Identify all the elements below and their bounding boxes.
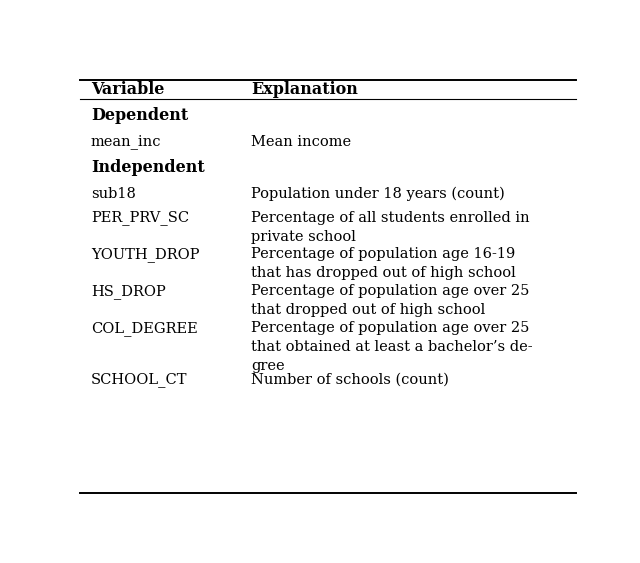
Text: COL_DEGREE: COL_DEGREE [91,321,198,336]
Text: Mean income: Mean income [251,135,351,149]
Text: Percentage of all students enrolled in
private school: Percentage of all students enrolled in p… [251,211,530,244]
Text: Variable: Variable [91,81,164,98]
Text: Percentage of population age 16-19
that has dropped out of high school: Percentage of population age 16-19 that … [251,248,516,280]
Text: SCHOOL_CT: SCHOOL_CT [91,372,188,387]
Text: Population under 18 years (count): Population under 18 years (count) [251,186,505,201]
Text: Explanation: Explanation [251,81,358,98]
Text: Percentage of population age over 25
that dropped out of high school: Percentage of population age over 25 tha… [251,284,529,318]
Text: Number of schools (count): Number of schools (count) [251,372,449,386]
Text: HS_DROP: HS_DROP [91,284,166,299]
Text: Independent: Independent [91,159,205,176]
Text: PER_PRV_SC: PER_PRV_SC [91,211,189,226]
Text: mean_inc: mean_inc [91,134,161,149]
Text: sub18: sub18 [91,187,136,201]
Text: Percentage of population age over 25
that obtained at least a bachelor’s de-
gre: Percentage of population age over 25 tha… [251,321,532,373]
Text: YOUTH_DROP: YOUTH_DROP [91,248,200,262]
Text: Dependent: Dependent [91,107,188,124]
